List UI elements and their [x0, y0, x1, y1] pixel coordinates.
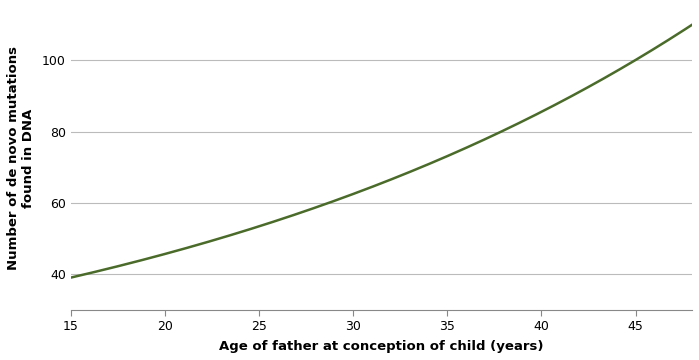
X-axis label: Age of father at conception of child (years): Age of father at conception of child (ye… — [219, 340, 544, 353]
Y-axis label: Number of de novo mutations
found in DNA: Number of de novo mutations found in DNA — [7, 46, 35, 270]
